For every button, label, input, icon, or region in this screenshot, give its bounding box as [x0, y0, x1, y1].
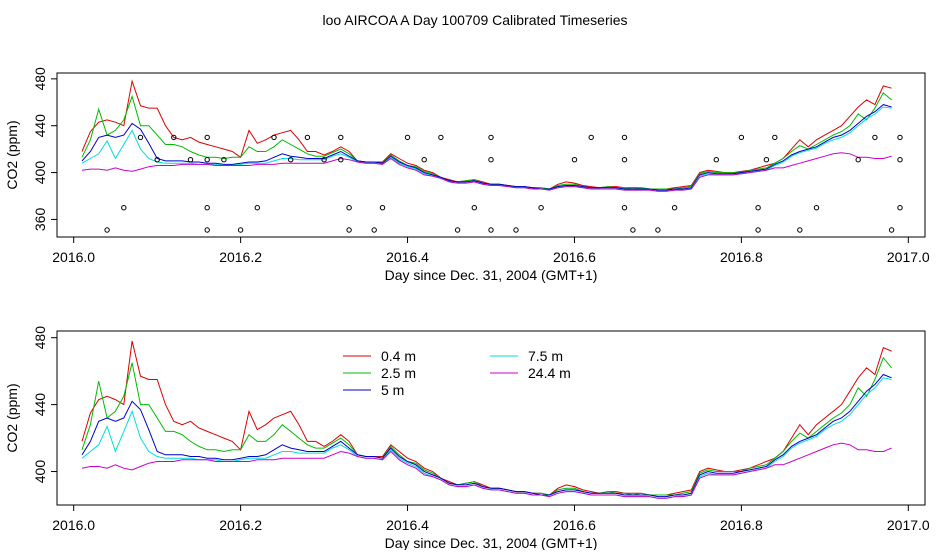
marker-point: [454, 227, 461, 233]
marker-point: [571, 157, 578, 163]
marker-point: [204, 157, 210, 163]
x-tick-label: 2016.2: [219, 517, 262, 533]
marker-point: [346, 205, 352, 211]
series-line-2: [81, 104, 892, 191]
series-line-4: [81, 152, 892, 192]
marker-point: [321, 157, 327, 163]
x-tick-label: 2017.0: [887, 249, 930, 265]
marker-point: [171, 134, 177, 141]
x-tick-label: 2016.6: [553, 249, 596, 265]
marker-point: [304, 134, 311, 141]
legend-label: 24.4 m: [528, 365, 571, 381]
marker-point: [621, 205, 628, 211]
chart-title: loo AIRCOA A Day 100709 Calibrated Times…: [322, 12, 627, 28]
legend-label: 7.5 m: [528, 348, 563, 364]
marker-point: [538, 205, 544, 211]
marker-point: [404, 134, 411, 141]
x-tick-label: 2016.4: [386, 249, 429, 265]
x-axis-label: Day since Dec. 31, 2004 (GMT+1): [385, 535, 598, 550]
marker-point: [813, 205, 820, 211]
marker-point: [288, 157, 294, 163]
marker-point: [797, 227, 803, 233]
marker-point: [237, 227, 244, 233]
marker-point: [137, 134, 144, 141]
x-tick-label: 2016.0: [52, 517, 95, 533]
marker-point: [621, 157, 628, 163]
y-tick-label: 440: [32, 393, 48, 417]
x-tick-label: 2016.8: [720, 517, 763, 533]
legend-label: 0.4 m: [381, 348, 416, 364]
plot-frame: [56, 330, 926, 506]
marker-point: [897, 134, 903, 141]
marker-point: [713, 157, 719, 163]
marker-point: [872, 134, 878, 141]
x-tick-label: 2016.0: [52, 249, 95, 265]
y-tick-label: 400: [32, 161, 48, 185]
marker-point: [346, 227, 352, 233]
marker-point: [121, 205, 127, 211]
x-tick-label: 2016.6: [553, 517, 596, 533]
marker-point: [421, 157, 427, 163]
marker-point: [513, 227, 519, 233]
marker-point: [855, 157, 861, 163]
marker-point: [187, 157, 194, 163]
marker-point: [104, 227, 110, 233]
series-line-2: [81, 373, 892, 498]
legend-label: 2.5 m: [381, 365, 416, 381]
marker-point: [897, 157, 903, 163]
legend-label: 5 m: [381, 382, 404, 398]
x-tick-label: 2017.0: [887, 517, 930, 533]
marker-point: [338, 157, 344, 163]
x-axis-label: Day since Dec. 31, 2004 (GMT+1): [385, 267, 598, 283]
series-line-0: [81, 340, 892, 496]
marker-point: [488, 227, 494, 233]
x-tick-label: 2016.4: [386, 517, 429, 533]
marker-point: [897, 205, 903, 211]
marker-point: [254, 205, 260, 211]
marker-point: [221, 157, 227, 163]
x-tick-label: 2016.8: [720, 249, 763, 265]
marker-point: [379, 205, 386, 211]
marker-point: [371, 227, 377, 233]
y-axis-label: CO2 (ppm): [4, 120, 20, 189]
series-line-4: [81, 442, 892, 499]
y-tick-label: 480: [32, 326, 48, 350]
marker-point: [772, 134, 778, 141]
y-tick-label: 440: [32, 114, 48, 138]
marker-point: [655, 227, 661, 233]
series-line-0: [81, 79, 892, 190]
marker-point: [621, 134, 628, 141]
y-axis-label: CO2 (ppm): [4, 383, 20, 452]
series-line-3: [81, 377, 892, 499]
marker-point: [204, 134, 210, 141]
top-panel: 2016.0 2016.2 2016.4 2016.6 2016.8 2017.0 360 4…: [4, 67, 930, 283]
marker-point: [488, 157, 494, 163]
marker-point: [763, 157, 770, 163]
marker-point: [671, 205, 678, 211]
marker-point: [271, 134, 277, 141]
marker-point: [154, 157, 160, 163]
marker-point: [488, 134, 494, 141]
marker-point: [204, 205, 210, 211]
marker-point: [888, 227, 895, 233]
series-line-1: [81, 356, 892, 496]
y-tick-label: 400: [32, 460, 48, 484]
marker-point: [738, 134, 745, 141]
marker-point: [588, 134, 594, 141]
marker-point: [204, 227, 210, 233]
bottom-panel: 2016.0 2016.2 2016.4 2016.6 2016.8 2017.0 400 4…: [4, 326, 930, 551]
series-line-3: [81, 106, 892, 192]
x-tick-label: 2016.2: [219, 249, 262, 265]
marker-point: [471, 205, 477, 211]
series-line-1: [81, 92, 892, 190]
y-tick-label: 360: [32, 208, 48, 232]
marker-point: [438, 134, 444, 141]
marker-point: [755, 227, 761, 233]
marker-point: [755, 205, 761, 211]
y-tick-label: 480: [32, 67, 48, 91]
marker-point: [630, 227, 636, 233]
marker-point: [338, 134, 344, 141]
plot-frame: [56, 72, 926, 238]
